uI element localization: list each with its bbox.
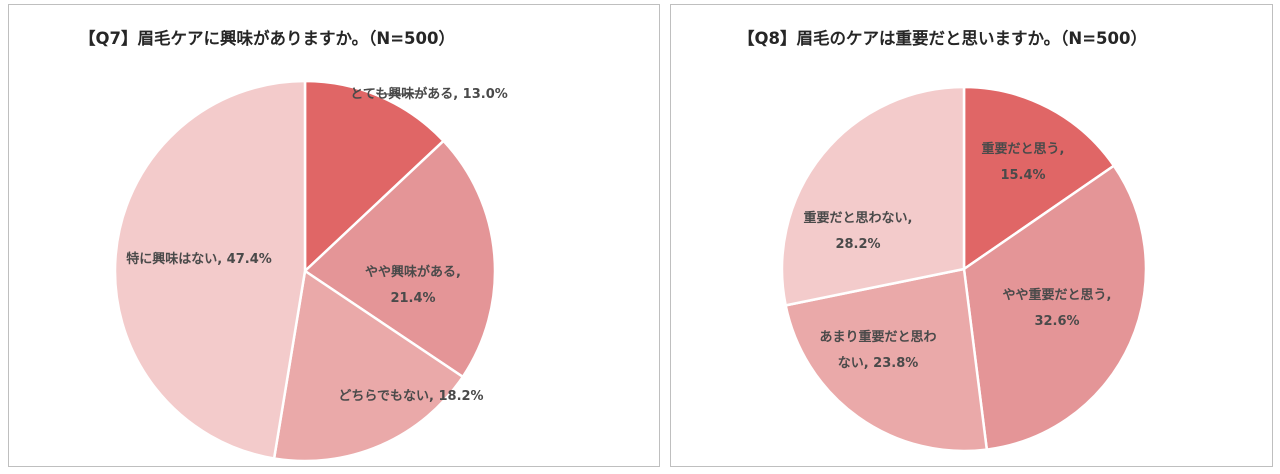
q7-data-label-3: 特に興味はない, 47.4% bbox=[126, 251, 272, 267]
pie-chart-q7: とても興味がある, 13.0% やや興味がある, 21.4% どちらでもない, 18.… bbox=[113, 79, 508, 463]
q8-slice-2 bbox=[784, 267, 989, 453]
q7-data-label-0: とても興味がある, 13.0% bbox=[350, 86, 508, 102]
q7-data-label-1: やや興味がある, 21.4% bbox=[365, 264, 461, 306]
q8-data-label-1: やや重要だと思う, 32.6% bbox=[1003, 287, 1112, 329]
chart-panel-q7: 【Q7】眉毛ケアに興味がありますか。（N=500） とても興味がある, 13.0… bbox=[8, 4, 660, 467]
pie-chart-q8: 重要だと思う, 15.4% やや重要だと思う, 32.6% あまり重要だと思わない, 2… bbox=[780, 85, 1148, 453]
chart-title-q8: 【Q8】眉毛のケアは重要だと思いますか。（N=500） bbox=[738, 29, 1148, 48]
q8-data-label-0: 重要だと思う, 15.4% bbox=[982, 141, 1065, 183]
q7-data-label-2: どちらでもない, 18.2% bbox=[338, 389, 483, 404]
q8-data-label-2: あまり重要だと思わない, 23.8% bbox=[819, 329, 936, 371]
chart-panel-q8: 【Q8】眉毛のケアは重要だと思いますか。（N=500） 重要だと思う, 15.4%… bbox=[670, 4, 1273, 467]
q7-slice-2 bbox=[272, 268, 465, 463]
q8-slice-0 bbox=[962, 85, 1116, 272]
q7-slice-0 bbox=[303, 79, 446, 274]
q7-slice-1 bbox=[302, 139, 497, 379]
q8-data-label-3: 重要だと思わない, 28.2% bbox=[804, 210, 913, 252]
chart-title-q7: 【Q7】眉毛ケアに興味がありますか。（N=500） bbox=[79, 29, 456, 48]
q8-slice-3 bbox=[780, 85, 966, 307]
q8-slice-1 bbox=[962, 164, 1148, 451]
q7-slice-3 bbox=[113, 79, 307, 460]
